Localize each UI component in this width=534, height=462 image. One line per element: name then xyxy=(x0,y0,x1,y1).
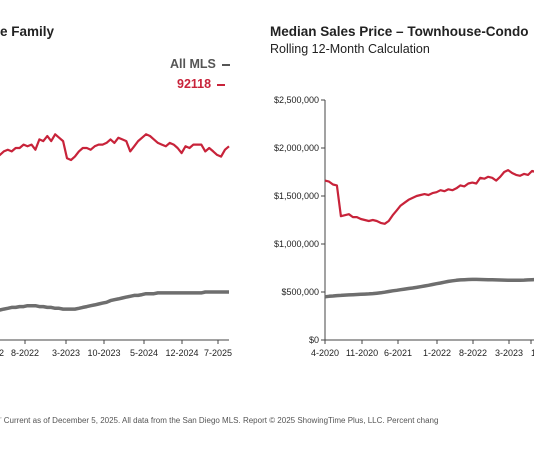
right-x-tick-label: 6-2021 xyxy=(384,348,412,358)
left-series-line-92118 xyxy=(0,133,230,162)
right-x-tick-label: 11-2020 xyxy=(346,348,378,358)
legend-swatch-all-mls xyxy=(221,63,230,66)
legend-item-92118: 92118 xyxy=(177,77,226,91)
right-y-tick-label: $0 xyxy=(309,335,319,345)
legend-label-all-mls: All MLS xyxy=(170,57,216,71)
right-y-tick-label: $1,500,000 xyxy=(274,191,319,201)
right-y-tick-label: $2,500,000 xyxy=(274,95,319,105)
right-y-tick-label: $1,000,000 xyxy=(274,239,319,249)
right-chart: $0 $500,000 $1,000,000 $1,500,000 $2,000,000… xyxy=(274,95,534,358)
right-x-tick-label: 4-2020 xyxy=(311,348,339,358)
right-x-tick-label: 8-2022 xyxy=(459,348,487,358)
legend-item-all-mls: All MLS xyxy=(170,57,230,71)
right-y-tick-label: $2,000,000 xyxy=(274,143,319,153)
right-x-tick-label: 10 xyxy=(531,348,534,358)
left-chart: 2 8-2022 3-2023 10-2023 5-2024 12-2024 7-2025 xyxy=(0,133,232,358)
right-x-tick-label: 1-2022 xyxy=(423,348,451,358)
right-y-tick-label: $500,000 xyxy=(281,287,319,297)
right-chart-title: Median Sales Price – Townhouse-Condo xyxy=(270,24,529,39)
left-x-tick-label: 5-2024 xyxy=(130,348,158,358)
left-chart-title: e Family xyxy=(0,24,55,39)
footer-mark: ’ xyxy=(0,416,2,425)
left-series-line-all-mls xyxy=(0,290,229,312)
left-x-tick-label: 2 xyxy=(0,348,4,358)
left-x-tick-label: 7-2025 xyxy=(204,348,232,358)
left-x-tick-label: 10-2023 xyxy=(87,348,120,358)
left-x-tick-label: 8-2022 xyxy=(11,348,39,358)
right-chart-subtitle: Rolling 12-Month Calculation xyxy=(270,42,430,56)
right-series-line-92118 xyxy=(324,169,534,225)
legend-swatch-92118 xyxy=(217,83,226,86)
left-x-tick-label: 12-2024 xyxy=(165,348,198,358)
right-series-line-all-mls xyxy=(324,277,534,299)
left-x-tick-label: 3-2023 xyxy=(52,348,80,358)
footer-note: ’ Current as of December 5, 2025. All da… xyxy=(0,416,438,425)
footer-text: Current as of December 5, 2025. All data… xyxy=(3,416,439,425)
legend-label-92118: 92118 xyxy=(177,77,212,91)
right-x-tick-label: 3-2023 xyxy=(495,348,523,358)
